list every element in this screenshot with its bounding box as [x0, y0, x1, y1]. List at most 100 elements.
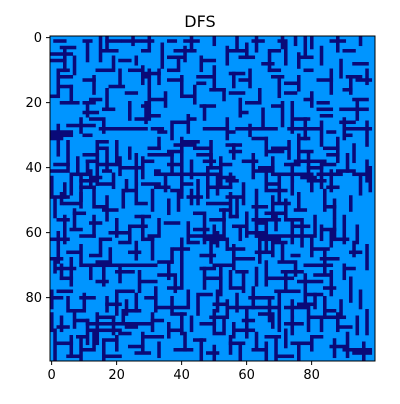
wall-segment-horizontal [329, 344, 347, 349]
wall-segment-vertical [180, 237, 184, 264]
wall-segment-horizontal [254, 169, 275, 173]
wall-segment-vertical [150, 188, 155, 212]
wall-segment-vertical [358, 175, 363, 196]
wall-segment-horizontal [199, 104, 217, 108]
wall-segment-horizontal [342, 127, 373, 131]
wall-segment-vertical [111, 55, 116, 69]
wall-segment-horizontal [316, 78, 334, 82]
wall-segment-vertical [89, 169, 93, 186]
wall-segment-horizontal [323, 162, 337, 167]
wall-segment-horizontal [105, 354, 122, 359]
wall-segment-vertical [56, 123, 61, 157]
wall-segment-vertical [92, 331, 96, 349]
wall-segment-vertical [50, 312, 54, 333]
wall-segment-vertical [85, 42, 90, 63]
wall-segment-horizontal [95, 68, 116, 73]
wall-segment-horizontal [147, 146, 161, 151]
wall-segment-horizontal [147, 97, 165, 102]
wall-segment-vertical [50, 175, 54, 196]
wall-segment-vertical [63, 182, 67, 199]
wall-segment-vertical [306, 153, 311, 180]
wall-segment-horizontal [56, 289, 74, 294]
wall-segment-vertical [362, 341, 366, 362]
wall-segment-horizontal [310, 247, 330, 251]
wall-segment-vertical [105, 296, 109, 313]
wall-segment-vertical [258, 240, 262, 264]
wall-segment-vertical [180, 312, 184, 336]
wall-segment-vertical [310, 237, 314, 258]
wall-segment-vertical [118, 68, 122, 86]
wall-segment-vertical [297, 341, 301, 362]
wall-segment-horizontal [167, 68, 178, 73]
wall-segment-vertical [180, 75, 184, 95]
wall-segment-vertical [336, 36, 340, 53]
wall-segment-vertical [274, 214, 278, 232]
wall-segment-horizontal [154, 172, 223, 177]
wall-segment-horizontal [235, 270, 249, 274]
wall-segment-vertical [329, 270, 334, 297]
wall-segment-horizontal [105, 302, 122, 307]
wall-segment-vertical [232, 71, 236, 89]
wall-segment-horizontal [209, 185, 233, 190]
wall-segment-horizontal [241, 159, 259, 164]
wall-segment-horizontal [251, 218, 282, 222]
wall-segment-vertical [95, 312, 100, 346]
wall-segment-horizontal [82, 133, 93, 138]
wall-segment-horizontal [89, 253, 103, 258]
wall-segment-vertical [358, 36, 363, 47]
wall-segment-horizontal [150, 127, 165, 131]
wall-segment-vertical [245, 309, 249, 339]
wall-segment-horizontal [76, 335, 87, 339]
wall-segment-horizontal [144, 71, 161, 76]
wall-segment-horizontal [118, 58, 132, 63]
wall-segment-horizontal [290, 117, 311, 121]
wall-segment-horizontal [310, 335, 324, 339]
wall-segment-horizontal [89, 117, 103, 121]
wall-segment-vertical [290, 315, 295, 336]
wall-segment-vertical [92, 185, 96, 209]
wall-segment-horizontal [157, 260, 174, 264]
y-axis: 0 20 40 60 80 [25, 31, 50, 306]
wall-segment-horizontal [150, 318, 165, 323]
wall-segment-vertical [79, 192, 83, 209]
wall-segment-horizontal [319, 257, 340, 261]
wall-segment-vertical [105, 88, 109, 108]
wall-segment-horizontal [95, 146, 109, 151]
wall-segment-horizontal [258, 312, 272, 316]
wall-segment-vertical [59, 315, 64, 333]
wall-segment-horizontal [163, 221, 181, 225]
wall-segment-vertical [284, 42, 288, 66]
wall-segment-horizontal [303, 263, 334, 268]
wall-segment-horizontal [72, 172, 90, 177]
wall-segment-vertical [241, 273, 246, 294]
wall-segment-vertical [115, 335, 119, 352]
wall-segment-horizontal [141, 75, 152, 79]
wall-segment-vertical [157, 68, 161, 86]
wall-segment-vertical [228, 335, 233, 355]
wall-segment-horizontal [313, 273, 330, 277]
wall-segment-vertical [69, 257, 74, 287]
wall-segment-vertical [271, 312, 275, 329]
wall-segment-horizontal [339, 107, 369, 112]
wall-segment-horizontal [59, 84, 74, 89]
x-axis: 0 20 40 60 80 [47, 361, 320, 383]
wall-segment-horizontal [323, 227, 337, 232]
wall-segment-vertical [56, 231, 61, 264]
wall-segment-horizontal [121, 166, 142, 170]
wall-segment-vertical [310, 91, 314, 108]
wall-segment-horizontal [342, 49, 356, 53]
wall-segment-horizontal [186, 240, 200, 245]
x-tick-label: 40 [173, 368, 190, 383]
wall-segment-horizontal [50, 52, 74, 56]
wall-segment-vertical [293, 36, 298, 47]
wall-segment-vertical [280, 36, 285, 50]
wall-segment-vertical [150, 312, 155, 333]
wall-segment-vertical [89, 263, 93, 281]
y-tick-label: 20 [25, 96, 42, 111]
wall-segment-horizontal [167, 55, 184, 60]
wall-segment-horizontal [306, 166, 324, 170]
x-tick-label: 60 [238, 368, 255, 383]
wall-segment-vertical [212, 65, 217, 92]
wall-segment-vertical [258, 88, 262, 105]
wall-segment-vertical [160, 42, 165, 69]
